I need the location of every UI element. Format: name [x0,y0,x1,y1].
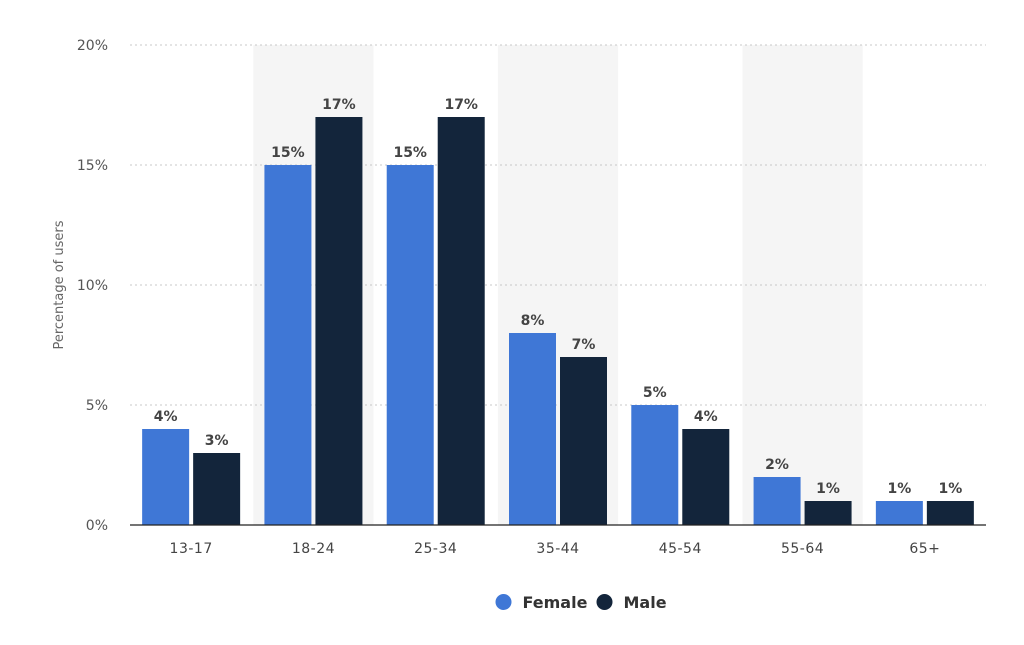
y-axis-ticks: 0% 5% 10% 15% 20% [77,38,108,534]
bar-female-45-54[interactable] [631,405,679,525]
data-label-male-55-64: 1% [816,481,840,497]
data-label-female-35-44: 8% [521,313,545,329]
bar-male-25-34[interactable] [437,117,485,525]
bar-male-13-17[interactable] [193,453,241,525]
x-tick-label-55-64: 55-64 [781,541,824,557]
bar-female-18-24[interactable] [264,165,312,525]
data-label-female-25-34: 15% [393,145,427,161]
x-tick-label-45-54: 45-54 [659,541,702,557]
data-label-female-65: 1% [887,481,911,497]
data-label-male-45-54: 4% [694,409,718,425]
bar-female-25-34[interactable] [386,165,434,525]
legend-item-female[interactable]: Female [495,593,588,612]
bar-male-45-54[interactable] [682,429,730,525]
x-tick-label-25-34: 25-34 [414,541,457,557]
legend-label-male: Male [624,593,667,612]
legend-marker-male [596,594,613,610]
y-tick-label: 5% [86,398,108,414]
x-axis-ticks: 13-17 18-24 25-34 35-44 45-54 55-64 65+ [170,541,940,557]
data-label-female-13-17: 4% [154,409,178,425]
bar-male-55-64[interactable] [804,501,852,525]
bar-male-35-44[interactable] [560,357,607,525]
y-tick-label: 20% [77,38,108,54]
data-label-female-18-24: 15% [271,145,305,161]
bar-female-55-64[interactable] [753,477,801,525]
data-label-male-18-24: 17% [322,97,356,113]
legend-item-male[interactable]: Male [596,593,667,612]
bar-female-35-44[interactable] [509,333,556,525]
bar-female-65[interactable] [875,501,923,525]
data-label-male-13-17: 3% [205,433,229,449]
band-55-64 [742,45,863,525]
y-tick-label: 0% [86,518,108,534]
y-tick-label: 10% [77,278,108,294]
x-tick-label-18-24: 18-24 [292,541,335,557]
bars [142,117,974,525]
bar-male-65[interactable] [926,501,974,525]
x-tick-label-65: 65+ [909,541,940,557]
legend-label-female: Female [523,593,588,612]
legend[interactable]: Female Male [495,593,667,612]
data-labels: 4% 3% 15% 17% 15% 17% 8% 7% 5% 4% 2% 1% 1% 1% [154,97,962,497]
x-tick-label-35-44: 35-44 [536,541,579,557]
x-tick-label-13-17: 13-17 [170,541,213,557]
data-label-female-55-64: 2% [765,457,789,473]
y-tick-label: 15% [77,158,108,174]
y-axis-label: Percentage of users [52,220,67,349]
data-label-male-65: 1% [938,481,962,497]
legend-marker-female [495,594,512,610]
data-label-female-45-54: 5% [643,385,667,401]
bar-male-18-24[interactable] [315,117,363,525]
bar-female-13-17[interactable] [142,429,190,525]
data-label-male-25-34: 17% [444,97,478,113]
data-label-male-35-44: 7% [572,337,596,353]
